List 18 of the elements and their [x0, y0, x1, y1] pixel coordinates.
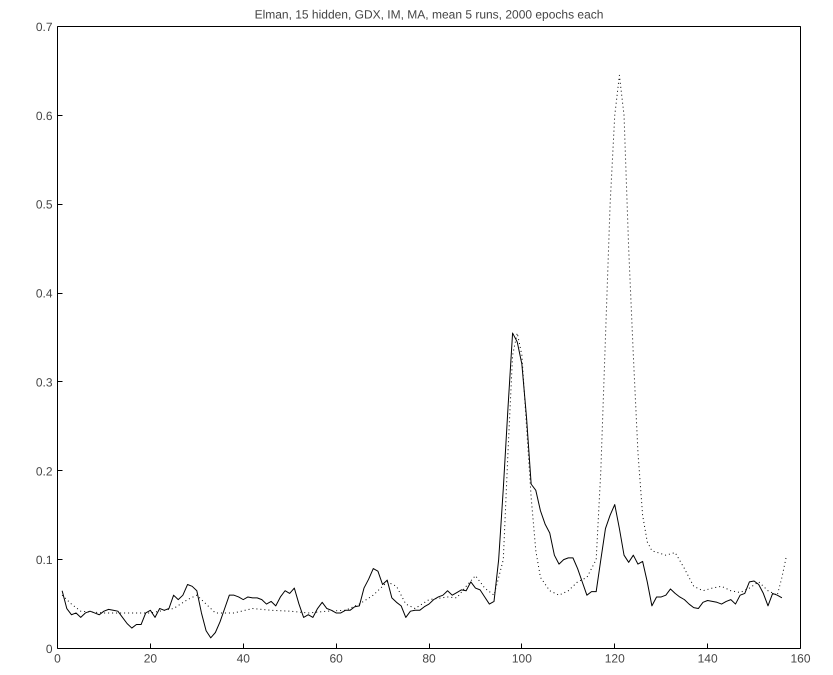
x-tick-label: 140 — [698, 652, 718, 666]
x-tick-label: 120 — [604, 652, 626, 666]
y-tick-label: 0.1 — [36, 553, 53, 568]
y-tick-label: 0 — [46, 642, 53, 656]
x-tick-label: 0 — [54, 652, 62, 666]
x-tick-label: 60 — [329, 652, 344, 666]
y-tick-label: 0.3 — [36, 375, 53, 390]
x-tick-label: 100 — [512, 652, 532, 666]
x-tick-label: 40 — [236, 652, 250, 666]
x-tick-label: 20 — [144, 652, 158, 666]
y-tick-label: 0.2 — [36, 464, 53, 478]
x-tick-label: 160 — [790, 652, 811, 666]
y-tick-label: 0.4 — [36, 286, 53, 301]
y-tick-label: 0.7 — [36, 20, 53, 34]
x-tick-label: 80 — [422, 652, 436, 666]
y-tick-label: 0.5 — [36, 198, 53, 212]
chart-title: Elman, 15 hidden, GDX, IM, MA, mean 5 runs, 2000 epochs each — [254, 8, 604, 22]
y-tick-label: 0.6 — [36, 108, 53, 123]
